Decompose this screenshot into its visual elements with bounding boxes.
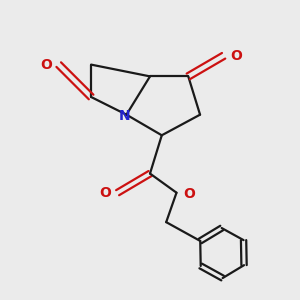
Text: O: O (99, 186, 111, 200)
Text: O: O (183, 187, 195, 201)
Text: O: O (40, 58, 52, 72)
Text: O: O (230, 49, 242, 63)
Text: N: N (118, 109, 130, 123)
